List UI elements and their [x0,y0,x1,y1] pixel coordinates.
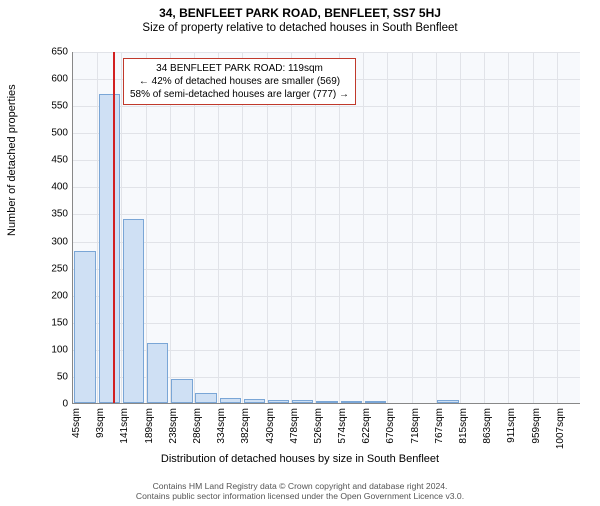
page-subtitle: Size of property relative to detached ho… [0,22,600,34]
xtick-label: 93sqm [95,408,106,438]
gridline-h [73,214,580,215]
annotation-line-3: 58% of semi-detached houses are larger (… [130,88,349,101]
histogram-bar [171,379,192,403]
gridline-h [73,52,580,53]
gridline-v [363,52,364,403]
histogram-bar [316,401,337,403]
footer-line-2: Contains public sector information licen… [0,491,600,502]
gridline-h [73,160,580,161]
xtick-label: 334sqm [216,408,227,444]
xtick-label: 189sqm [144,408,155,444]
ytick-label: 50 [57,371,68,382]
histogram-bar [220,398,241,403]
gridline-h [73,296,580,297]
gridline-v [460,52,461,403]
ytick-label: 350 [51,209,68,220]
ytick-label: 0 [62,399,68,410]
histogram-bar [365,401,386,403]
xtick-label: 141sqm [119,408,130,444]
histogram-bar [437,400,458,403]
ytick-label: 600 [51,74,68,85]
ytick-label: 500 [51,128,68,139]
ytick-label: 250 [51,263,68,274]
gridline-v [484,52,485,403]
histogram-bar [341,401,362,403]
ytick-label: 300 [51,236,68,247]
xtick-label: 1007sqm [555,408,566,449]
xtick-label: 767sqm [434,408,445,444]
page-title: 34, BENFLEET PARK ROAD, BENFLEET, SS7 5H… [0,6,600,20]
footer: Contains HM Land Registry data © Crown c… [0,481,600,502]
gridline-v [557,52,558,403]
ytick-label: 650 [51,47,68,58]
annotation-line-2: ← 42% of detached houses are smaller (56… [130,75,349,88]
gridline-h [73,242,580,243]
histogram-bar [195,393,216,403]
xtick-label: 718sqm [410,408,421,444]
ytick-label: 450 [51,155,68,166]
xtick-label: 670sqm [385,408,396,444]
gridline-h [73,187,580,188]
annotation-box: 34 BENFLEET PARK ROAD: 119sqm ← 42% of d… [123,58,356,105]
ytick-label: 100 [51,344,68,355]
xtick-label: 526sqm [313,408,324,444]
gridline-v [436,52,437,403]
xtick-label: 478sqm [289,408,300,444]
xtick-label: 911sqm [506,408,517,443]
xtick-label: 815sqm [458,408,469,444]
ytick-label: 400 [51,182,68,193]
marker-line [113,52,115,403]
xtick-label: 286sqm [192,408,203,444]
ytick-label: 200 [51,290,68,301]
histogram-bar [147,343,168,403]
xtick-label: 382sqm [240,408,251,444]
gridline-h [73,106,580,107]
gridline-h [73,269,580,270]
chart-container: 34 BENFLEET PARK ROAD: 119sqm ← 42% of d… [50,52,580,422]
x-axis-label: Distribution of detached houses by size … [0,453,600,465]
plot-area: 34 BENFLEET PARK ROAD: 119sqm ← 42% of d… [72,52,580,404]
annotation-line-1: 34 BENFLEET PARK ROAD: 119sqm [130,62,349,75]
histogram-bar [244,399,265,403]
xtick-label: 574sqm [337,408,348,444]
histogram-bar [99,94,120,403]
xtick-label: 622sqm [361,408,372,444]
xtick-label: 45sqm [71,408,82,438]
histogram-bar [123,219,144,403]
ytick-label: 150 [51,317,68,328]
y-axis-label: Number of detached properties [6,84,18,236]
gridline-v [508,52,509,403]
xtick-label: 430sqm [265,408,276,444]
histogram-bar [74,251,95,403]
histogram-bar [292,400,313,403]
gridline-h [73,133,580,134]
xtick-label: 863sqm [482,408,493,444]
xtick-label: 959sqm [531,408,542,444]
gridline-v [387,52,388,403]
ytick-label: 550 [51,101,68,112]
histogram-bar [268,400,289,403]
footer-line-1: Contains HM Land Registry data © Crown c… [0,481,600,492]
gridline-v [533,52,534,403]
xtick-label: 238sqm [168,408,179,444]
gridline-v [412,52,413,403]
gridline-h [73,323,580,324]
